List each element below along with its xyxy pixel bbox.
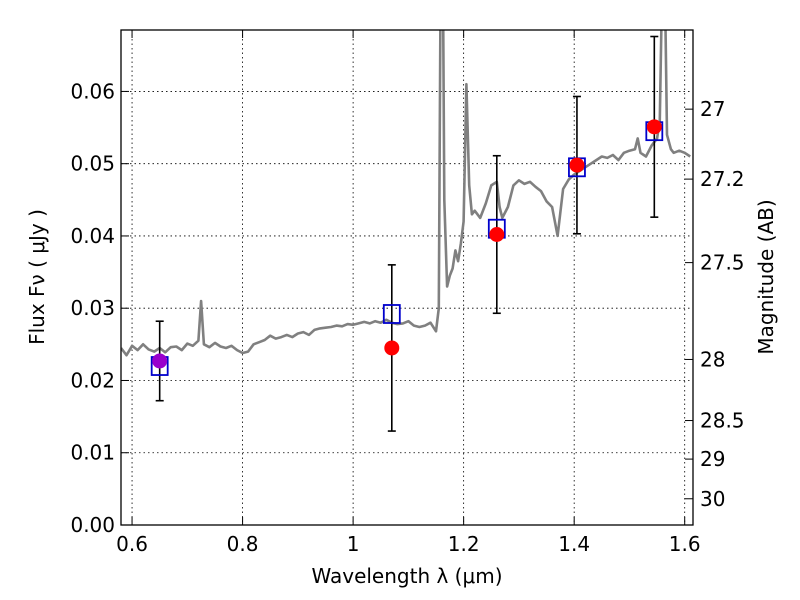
y2-tick-label: 27 — [700, 97, 725, 121]
observed-flux-point — [646, 119, 662, 135]
y2-tick-label: 29 — [700, 447, 725, 471]
y-tick-label: 0.06 — [70, 79, 115, 103]
y2-tick-label: 27.2 — [700, 167, 745, 191]
y2-tick-label: 27.5 — [700, 251, 745, 275]
plot-background — [121, 30, 693, 525]
axis-ticks: 0.6 0.8 1 1.2 1.4 1.6 0.00 0.01 0.02 0.03 0.04 0.05… — [70, 30, 745, 556]
y2-tick-label: 30 — [700, 487, 725, 511]
y-tick-label: 0.01 — [70, 441, 115, 465]
x-tick-label: 1.6 — [669, 532, 701, 556]
model-photometry-square — [382, 304, 401, 324]
y-tick-label: 0.02 — [70, 368, 115, 392]
x-tick-label: 0.8 — [227, 532, 259, 556]
plot-frame — [120, 29, 694, 526]
model-spectrum-line — [121, 30, 691, 357]
x-axis-label: Wavelength λ (μm) — [311, 564, 502, 588]
y-tick-label: 0.00 — [70, 513, 115, 537]
y-axis-label: Flux Fν ( μJy ) — [25, 209, 49, 345]
observed-flux-point — [569, 157, 585, 173]
y-tick-label: 0.04 — [70, 224, 115, 248]
right-axis-label: Magnitude (AB) — [754, 199, 778, 354]
observed-flux-point — [152, 353, 168, 369]
y-tick-label: 0.03 — [70, 296, 115, 320]
x-tick-label: 1.4 — [558, 532, 590, 556]
chart-series — [121, 30, 691, 432]
x-tick-label: 0.6 — [116, 532, 148, 556]
observed-flux-point — [489, 227, 505, 243]
y2-tick-label: 28 — [700, 347, 725, 371]
x-tick-label: 1 — [347, 532, 360, 556]
observed-flux-point — [384, 340, 400, 356]
x-tick-label: 1.2 — [448, 532, 480, 556]
y2-tick-label: 28.5 — [700, 409, 745, 433]
y-tick-label: 0.05 — [70, 152, 115, 176]
